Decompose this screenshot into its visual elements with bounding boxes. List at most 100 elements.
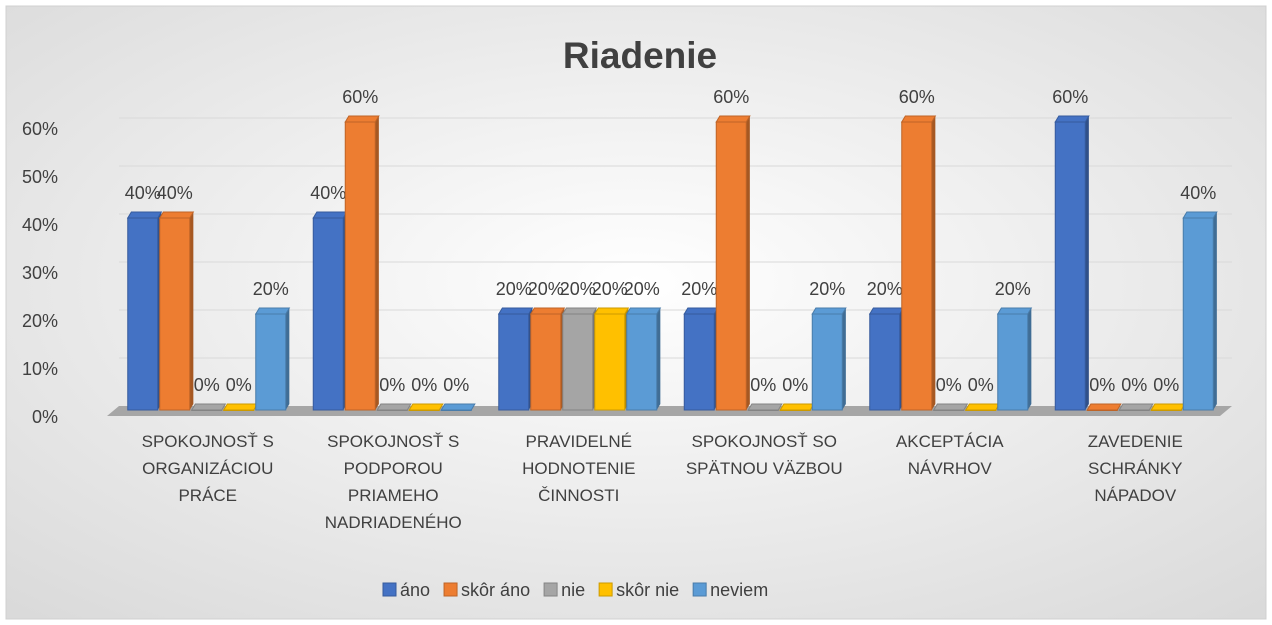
bar-top bbox=[529, 307, 566, 315]
bar-side bbox=[746, 116, 750, 410]
bar-top bbox=[779, 403, 815, 411]
data-label: 40% bbox=[1180, 183, 1216, 203]
legend-label: neviem bbox=[710, 580, 768, 600]
legend-swatch bbox=[443, 582, 458, 597]
x-tick-label: ZAVEDENIE SCHRÁNKY NÁPADOV bbox=[1087, 432, 1183, 505]
data-label: 0% bbox=[1153, 375, 1179, 395]
bar-top bbox=[1086, 403, 1122, 411]
bar-top bbox=[996, 307, 1033, 315]
bar bbox=[344, 121, 376, 411]
bar bbox=[1086, 409, 1118, 411]
data-label: 20% bbox=[867, 279, 903, 299]
bar bbox=[376, 409, 408, 411]
bar-top bbox=[1118, 403, 1154, 411]
bar bbox=[901, 121, 933, 411]
chart-title: Riadenie bbox=[563, 35, 717, 76]
bar-side bbox=[375, 116, 379, 410]
data-label: 20% bbox=[528, 279, 564, 299]
legend-label: skôr nie bbox=[616, 580, 679, 600]
bar-top bbox=[625, 307, 662, 315]
bar bbox=[965, 409, 997, 411]
bar bbox=[683, 313, 715, 411]
data-label: 60% bbox=[713, 87, 749, 107]
bar bbox=[811, 313, 843, 411]
x-tick-label: SPOKOJNOSŤ S PODPOROU PRIAMEHO NADRIADEN… bbox=[324, 432, 462, 532]
bar-top bbox=[715, 115, 751, 123]
data-label: 20% bbox=[560, 279, 596, 299]
y-tick-label: 40% bbox=[22, 215, 58, 235]
y-tick-label: 60% bbox=[22, 119, 58, 139]
legend-swatch bbox=[692, 582, 707, 597]
data-label: 0% bbox=[379, 375, 405, 395]
bar bbox=[498, 313, 530, 411]
bar bbox=[869, 313, 901, 411]
bar bbox=[747, 409, 779, 411]
bar-side bbox=[656, 308, 661, 410]
bar bbox=[191, 409, 223, 411]
bar-top bbox=[497, 307, 534, 315]
data-label: 20% bbox=[253, 279, 289, 299]
data-label: 60% bbox=[342, 87, 378, 107]
bar-top bbox=[683, 307, 719, 315]
bar-top bbox=[344, 115, 380, 123]
bar-side bbox=[842, 308, 846, 410]
legend-label: áno bbox=[400, 580, 430, 600]
x-tick-label: SPOKOJNOSŤ SO SPÄTNOU VÄZBOU bbox=[685, 432, 843, 478]
bar-side bbox=[1213, 212, 1217, 410]
bar-top bbox=[747, 403, 783, 411]
data-label: 40% bbox=[157, 183, 193, 203]
bar bbox=[1182, 217, 1214, 411]
y-tick-label: 10% bbox=[22, 359, 58, 379]
bar bbox=[440, 409, 472, 411]
bar bbox=[530, 313, 562, 411]
bar bbox=[779, 409, 811, 411]
legend-label: skôr áno bbox=[461, 580, 530, 600]
bar-top bbox=[158, 211, 195, 219]
y-tick-label: 30% bbox=[22, 263, 58, 283]
bar bbox=[1118, 409, 1150, 411]
bar bbox=[715, 121, 747, 411]
data-label: 20% bbox=[681, 279, 717, 299]
bar bbox=[1150, 409, 1182, 411]
bar-top bbox=[126, 211, 163, 219]
bar-side bbox=[1027, 308, 1032, 410]
legend-label: nie bbox=[561, 580, 585, 600]
data-label: 20% bbox=[624, 279, 660, 299]
bar bbox=[626, 313, 658, 411]
bar-top bbox=[222, 403, 259, 411]
bar-top bbox=[1182, 211, 1218, 219]
bar-top bbox=[408, 403, 444, 411]
bar-top bbox=[1054, 115, 1090, 123]
y-tick-label: 20% bbox=[22, 311, 58, 331]
bar-top bbox=[1150, 403, 1186, 411]
bar-top bbox=[811, 307, 847, 315]
data-label: 60% bbox=[1052, 87, 1088, 107]
data-label: 0% bbox=[1121, 375, 1147, 395]
data-label: 0% bbox=[968, 375, 994, 395]
data-label: 0% bbox=[226, 375, 252, 395]
data-label: 20% bbox=[809, 279, 845, 299]
data-label: 20% bbox=[995, 279, 1031, 299]
bar-top bbox=[900, 115, 937, 123]
bar-side bbox=[189, 212, 194, 410]
bar-top bbox=[932, 403, 969, 411]
y-tick-label: 50% bbox=[22, 167, 58, 187]
bar bbox=[255, 313, 287, 411]
bar-top bbox=[254, 307, 291, 315]
x-tick-label: PRAVIDELNÉ HODNOTENIE ČINNOSTI bbox=[522, 432, 636, 505]
bar-side bbox=[1085, 116, 1089, 410]
data-label: 40% bbox=[310, 183, 346, 203]
bar bbox=[159, 217, 191, 411]
data-label: 20% bbox=[592, 279, 628, 299]
data-label: 40% bbox=[125, 183, 161, 203]
data-label: 60% bbox=[899, 87, 935, 107]
data-label: 0% bbox=[194, 375, 220, 395]
bar-top bbox=[964, 403, 1001, 411]
legend-swatch bbox=[382, 582, 397, 597]
bar-top bbox=[440, 403, 476, 411]
bar bbox=[997, 313, 1029, 411]
legend-swatch bbox=[598, 582, 613, 597]
bar-side bbox=[285, 308, 290, 410]
data-label: 20% bbox=[496, 279, 532, 299]
